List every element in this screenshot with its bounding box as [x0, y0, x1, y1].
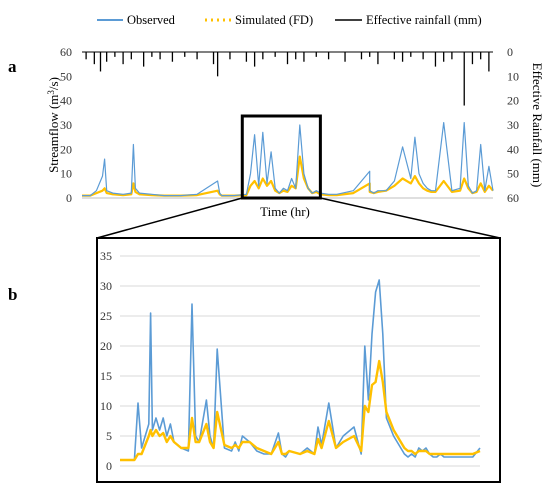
panel-b: b 0 5 10 15 20 25 30 35: [8, 249, 481, 473]
y2-tick-label-a: 30: [507, 118, 519, 132]
series-lines-b: [120, 279, 481, 462]
y-tick-label-a: 10: [60, 167, 72, 181]
y-axis-label-left: Streamflow (m3/s): [46, 77, 61, 173]
y-tick-label-a: 60: [60, 45, 72, 59]
y-tick-label-b: 15: [100, 369, 112, 383]
y-tick-label-b: 5: [106, 429, 112, 443]
zoom-box-rect: [240, 114, 322, 200]
y-tick-label-a: 40: [60, 94, 72, 108]
y-axis-label-right: Effective Rainfall (mm): [530, 63, 545, 188]
panel-a: a Streamflow (m3/s) Effective Rainfall (…: [8, 45, 545, 483]
y-tick-label-b: 30: [100, 279, 112, 293]
y2-tick-label-a: 40: [507, 142, 519, 156]
y2-tick-label-a: 50: [507, 167, 519, 181]
panel-label-a: a: [8, 57, 17, 76]
series-line-observed-b: [120, 279, 481, 461]
y-tick-label-b: 10: [100, 399, 112, 413]
series-line-simulated-b: [120, 359, 481, 462]
zoom-connector-right: [320, 197, 501, 239]
panel-label-b: b: [8, 285, 17, 304]
legend-label-rainfall: Effective rainfall (mm): [366, 13, 482, 27]
tick-labels-a: 0 10 20 30 40 50 60 0 10 20 30 40 50 60: [60, 45, 519, 205]
y-tick-label-a: 30: [60, 118, 72, 132]
y-tick-label-a: 50: [60, 69, 72, 83]
y2-tick-label-a: 0: [507, 45, 513, 59]
y-tick-label-a: 0: [66, 191, 72, 205]
series-line-observed-a: [82, 121, 494, 197]
grid-b: [120, 255, 480, 467]
y-tick-label-a: 20: [60, 142, 72, 156]
series-line-simulated-a: [82, 155, 494, 197]
zoom-connector-left: [96, 197, 243, 239]
legend: Observed Simulated (FD) Effective rainfa…: [97, 13, 482, 27]
y2-tick-label-a: 60: [507, 191, 519, 205]
y2-tick-label-a: 10: [507, 69, 519, 83]
legend-label-observed: Observed: [127, 13, 176, 27]
y2-tick-label-a: 20: [507, 94, 519, 108]
zoom-box: [96, 114, 501, 483]
y-tick-label-b: 0: [106, 459, 112, 473]
x-axis-label: Time (hr): [260, 204, 310, 219]
y-tick-label-b: 20: [100, 339, 112, 353]
y-tick-label-b: 25: [100, 309, 112, 323]
rainfall-bars: [82, 51, 493, 106]
inset-frame: [96, 237, 501, 483]
tick-labels-b: 0 5 10 15 20 25 30 35: [100, 249, 112, 473]
series-lines-a: [82, 121, 494, 197]
y-tick-label-b: 35: [100, 249, 112, 263]
legend-label-simulated: Simulated (FD): [235, 13, 313, 27]
